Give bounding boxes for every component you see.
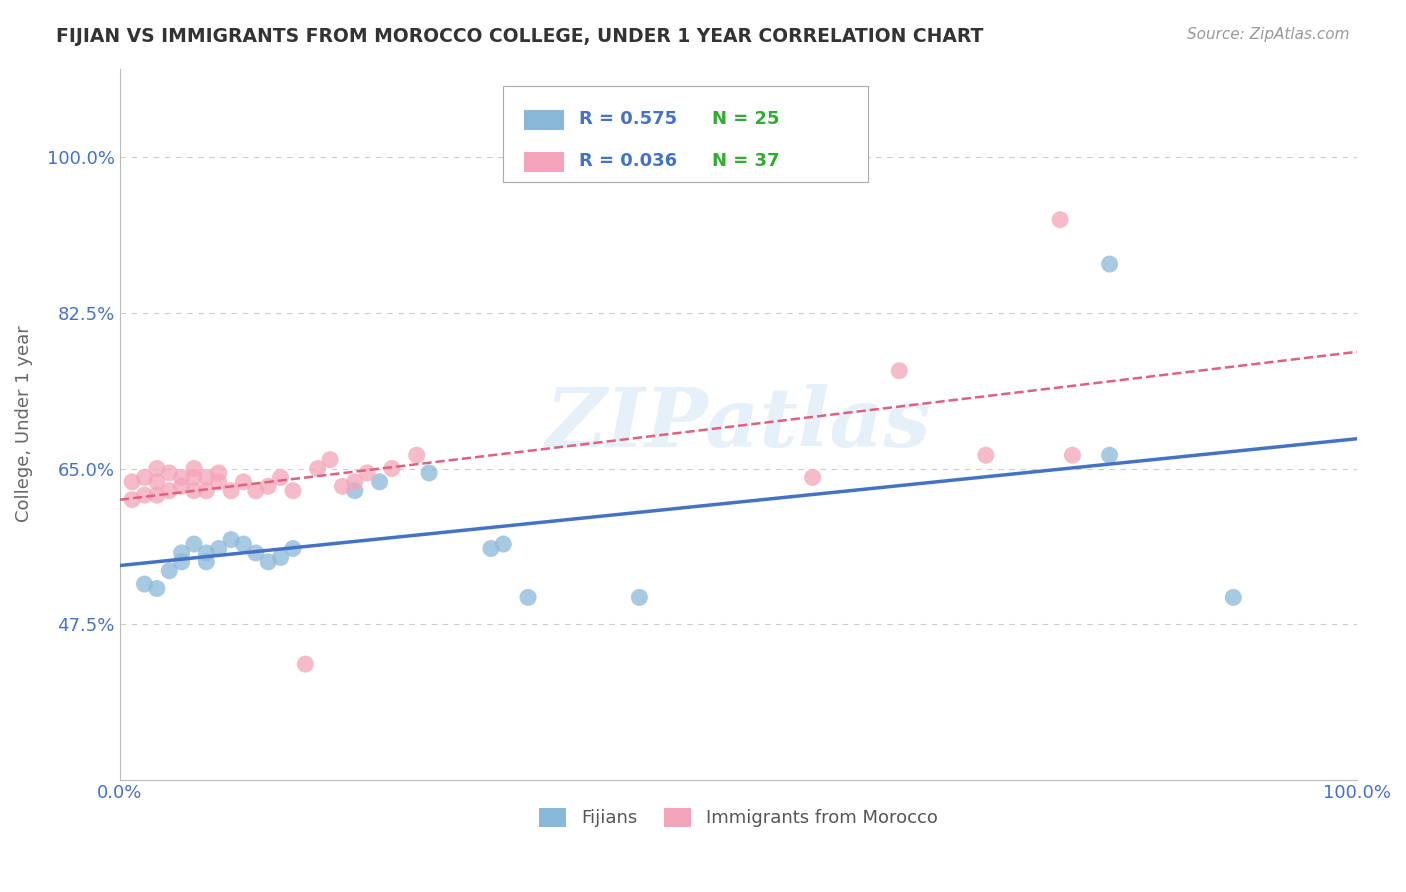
Point [245,483,267,498]
Point [157,564,180,578]
Point [1222,591,1244,605]
Text: FIJIAN VS IMMIGRANTS FROM MOROCCO COLLEGE, UNDER 1 YEAR CORRELATION CHART: FIJIAN VS IMMIGRANTS FROM MOROCCO COLLEG… [56,27,984,45]
Point [208,475,231,489]
Point [208,466,231,480]
Point [257,555,280,569]
Point [121,492,143,507]
Point [479,541,502,556]
Point [183,461,205,475]
Point [183,483,205,498]
Point [195,483,218,498]
Text: R = 0.036: R = 0.036 [579,152,676,169]
Point [270,550,292,565]
Point [219,533,242,547]
FancyBboxPatch shape [524,110,564,130]
FancyBboxPatch shape [503,87,869,182]
Point [517,591,540,605]
Point [232,537,254,551]
Point [974,448,997,462]
Point [294,657,316,671]
Point [889,364,911,378]
Point [146,475,169,489]
Point [801,470,824,484]
Point [146,488,169,502]
Point [257,479,280,493]
Point [134,488,156,502]
Point [134,470,156,484]
Point [195,470,218,484]
Point [232,475,254,489]
Point [368,475,391,489]
Point [157,466,180,480]
Point [418,466,440,480]
Point [307,461,329,475]
Text: N = 37: N = 37 [713,152,780,169]
Point [381,461,404,475]
Point [208,541,231,556]
Point [146,461,169,475]
Point [343,475,366,489]
Point [170,546,193,560]
Point [195,546,218,560]
Point [170,555,193,569]
Point [628,591,651,605]
Point [121,475,143,489]
Point [183,537,205,551]
Point [245,546,267,560]
Point [332,479,354,493]
Point [492,537,515,551]
Point [1098,448,1121,462]
Point [146,582,169,596]
Y-axis label: College, Under 1 year: College, Under 1 year [15,326,32,523]
Text: R = 0.575: R = 0.575 [579,110,676,128]
Point [281,483,304,498]
Point [219,483,242,498]
Text: N = 25: N = 25 [713,110,780,128]
Point [183,470,205,484]
Point [319,452,342,467]
Point [270,470,292,484]
Point [1049,212,1071,227]
Point [195,555,218,569]
Point [343,483,366,498]
Text: ZIPatlas: ZIPatlas [546,384,931,464]
Point [356,466,378,480]
Point [405,448,427,462]
Point [134,577,156,591]
Legend: Fijians, Immigrants from Morocco: Fijians, Immigrants from Morocco [531,801,945,835]
Point [170,470,193,484]
Point [157,483,180,498]
Point [281,541,304,556]
FancyBboxPatch shape [524,152,564,172]
Point [1098,257,1121,271]
Text: Source: ZipAtlas.com: Source: ZipAtlas.com [1187,27,1350,42]
Point [1062,448,1084,462]
Point [170,479,193,493]
